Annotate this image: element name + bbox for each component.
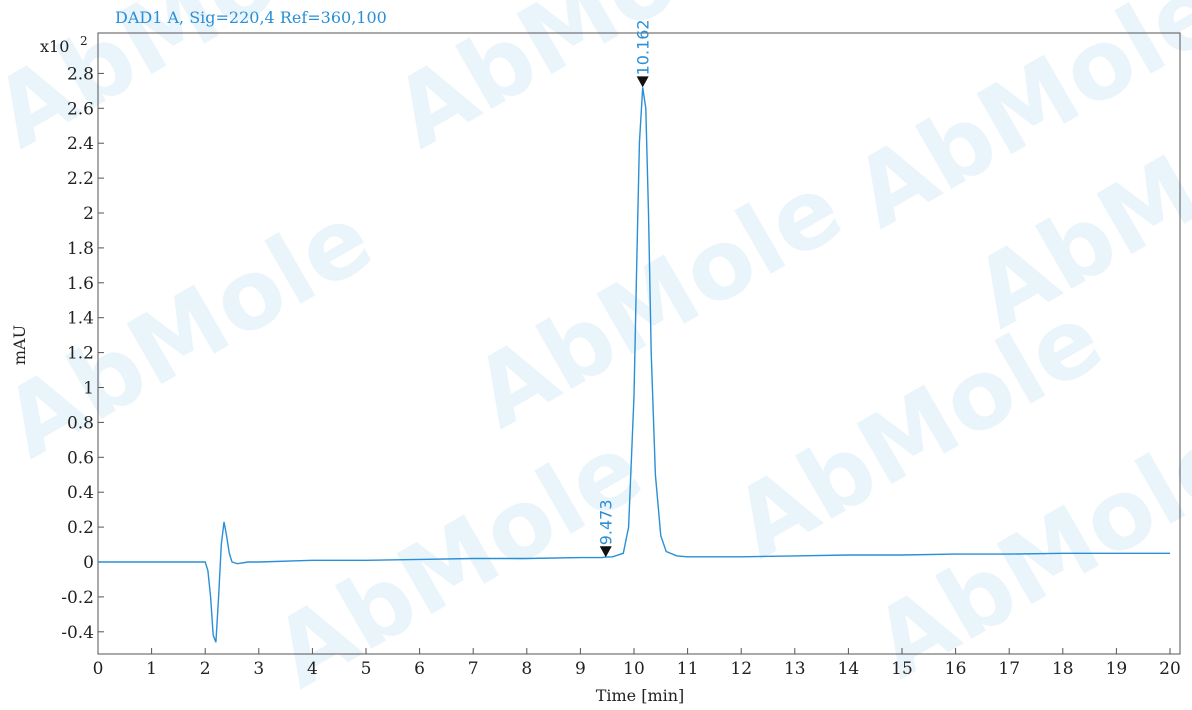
peak-markers: 9.473 10.162	[597, 19, 653, 558]
y-tick-label: 1.8	[67, 239, 94, 259]
x-tick-label: 8	[521, 659, 532, 679]
watermark-text: AbMole	[376, 0, 781, 170]
x-tick-label: 4	[307, 659, 318, 679]
y-tick-label: 2.2	[67, 169, 94, 189]
x-tick-label: 18	[1052, 659, 1074, 679]
x-tick-label: 13	[784, 659, 806, 679]
y-tick-label: 0.8	[67, 413, 94, 433]
signal-title: DAD1 A, Sig=220,4 Ref=360,100	[115, 8, 387, 27]
x-tick-label: 11	[677, 659, 699, 679]
x-tick-label: 17	[998, 659, 1020, 679]
x-tick-label: 14	[838, 659, 860, 679]
y-tick-label: 1.2	[67, 344, 94, 364]
y-tick-label: 2	[83, 204, 94, 224]
x-tick-label: 1	[146, 659, 157, 679]
x-tick-label: 0	[93, 659, 104, 679]
watermark-text: AbMole	[456, 152, 861, 450]
x-tick-label: 3	[253, 659, 264, 679]
y-tick-label: 0.4	[67, 483, 94, 503]
y-tick-label: -0.4	[61, 623, 94, 643]
y-multiplier-exponent: 2	[80, 34, 88, 48]
x-axis: 0 1 2 3 4 5 6 7 8 9 10 11 12 13 14 15 16 17 18 19 20	[93, 648, 1181, 679]
x-tick-label: 9	[575, 659, 586, 679]
peak-marker-icon	[636, 76, 649, 88]
x-tick-label: 2	[200, 659, 211, 679]
y-tick-label: -0.2	[61, 588, 94, 608]
y-tick-label: 2.6	[67, 99, 94, 119]
watermark-text: AbMole	[0, 182, 390, 480]
x-tick-label: 10	[623, 659, 645, 679]
y-tick-label: 1.6	[67, 274, 94, 294]
y-tick-label: 2.8	[67, 64, 94, 84]
peak-label: 10.162	[634, 19, 653, 75]
x-tick-label: 20	[1159, 659, 1181, 679]
x-tick-label: 7	[468, 659, 479, 679]
y-tick-label: 0	[83, 553, 94, 573]
x-tick-label: 16	[945, 659, 967, 679]
y-tick-label: 1	[83, 379, 94, 399]
x-tick-label: 15	[891, 659, 913, 679]
x-tick-label: 19	[1106, 659, 1128, 679]
plot-frame	[97, 32, 1181, 655]
y-axis: -0.4 -0.2 0 0.2 0.4 0.6 0.8 1 1.2 1.4 1.6 1.8 2 2.2 2.…	[61, 64, 104, 643]
y-tick-label: 2.4	[67, 134, 94, 154]
peak-label: 9.473	[597, 499, 616, 545]
x-axis-title: Time [min]	[596, 686, 685, 705]
y-axis-title: mAU	[10, 325, 29, 365]
peak-marker-icon	[599, 546, 612, 558]
y-tick-label: 0.6	[67, 448, 94, 468]
x-tick-label: 5	[361, 659, 372, 679]
x-tick-label: 6	[414, 659, 425, 679]
y-multiplier: x10	[40, 37, 69, 56]
y-tick-label: 1.4	[67, 309, 94, 329]
y-tick-label: 0.2	[67, 518, 94, 538]
x-tick-label: 12	[730, 659, 752, 679]
